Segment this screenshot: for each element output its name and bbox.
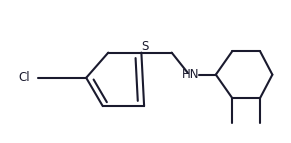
Text: S: S bbox=[141, 40, 148, 53]
Text: Cl: Cl bbox=[18, 71, 30, 84]
Text: HN: HN bbox=[182, 68, 200, 81]
